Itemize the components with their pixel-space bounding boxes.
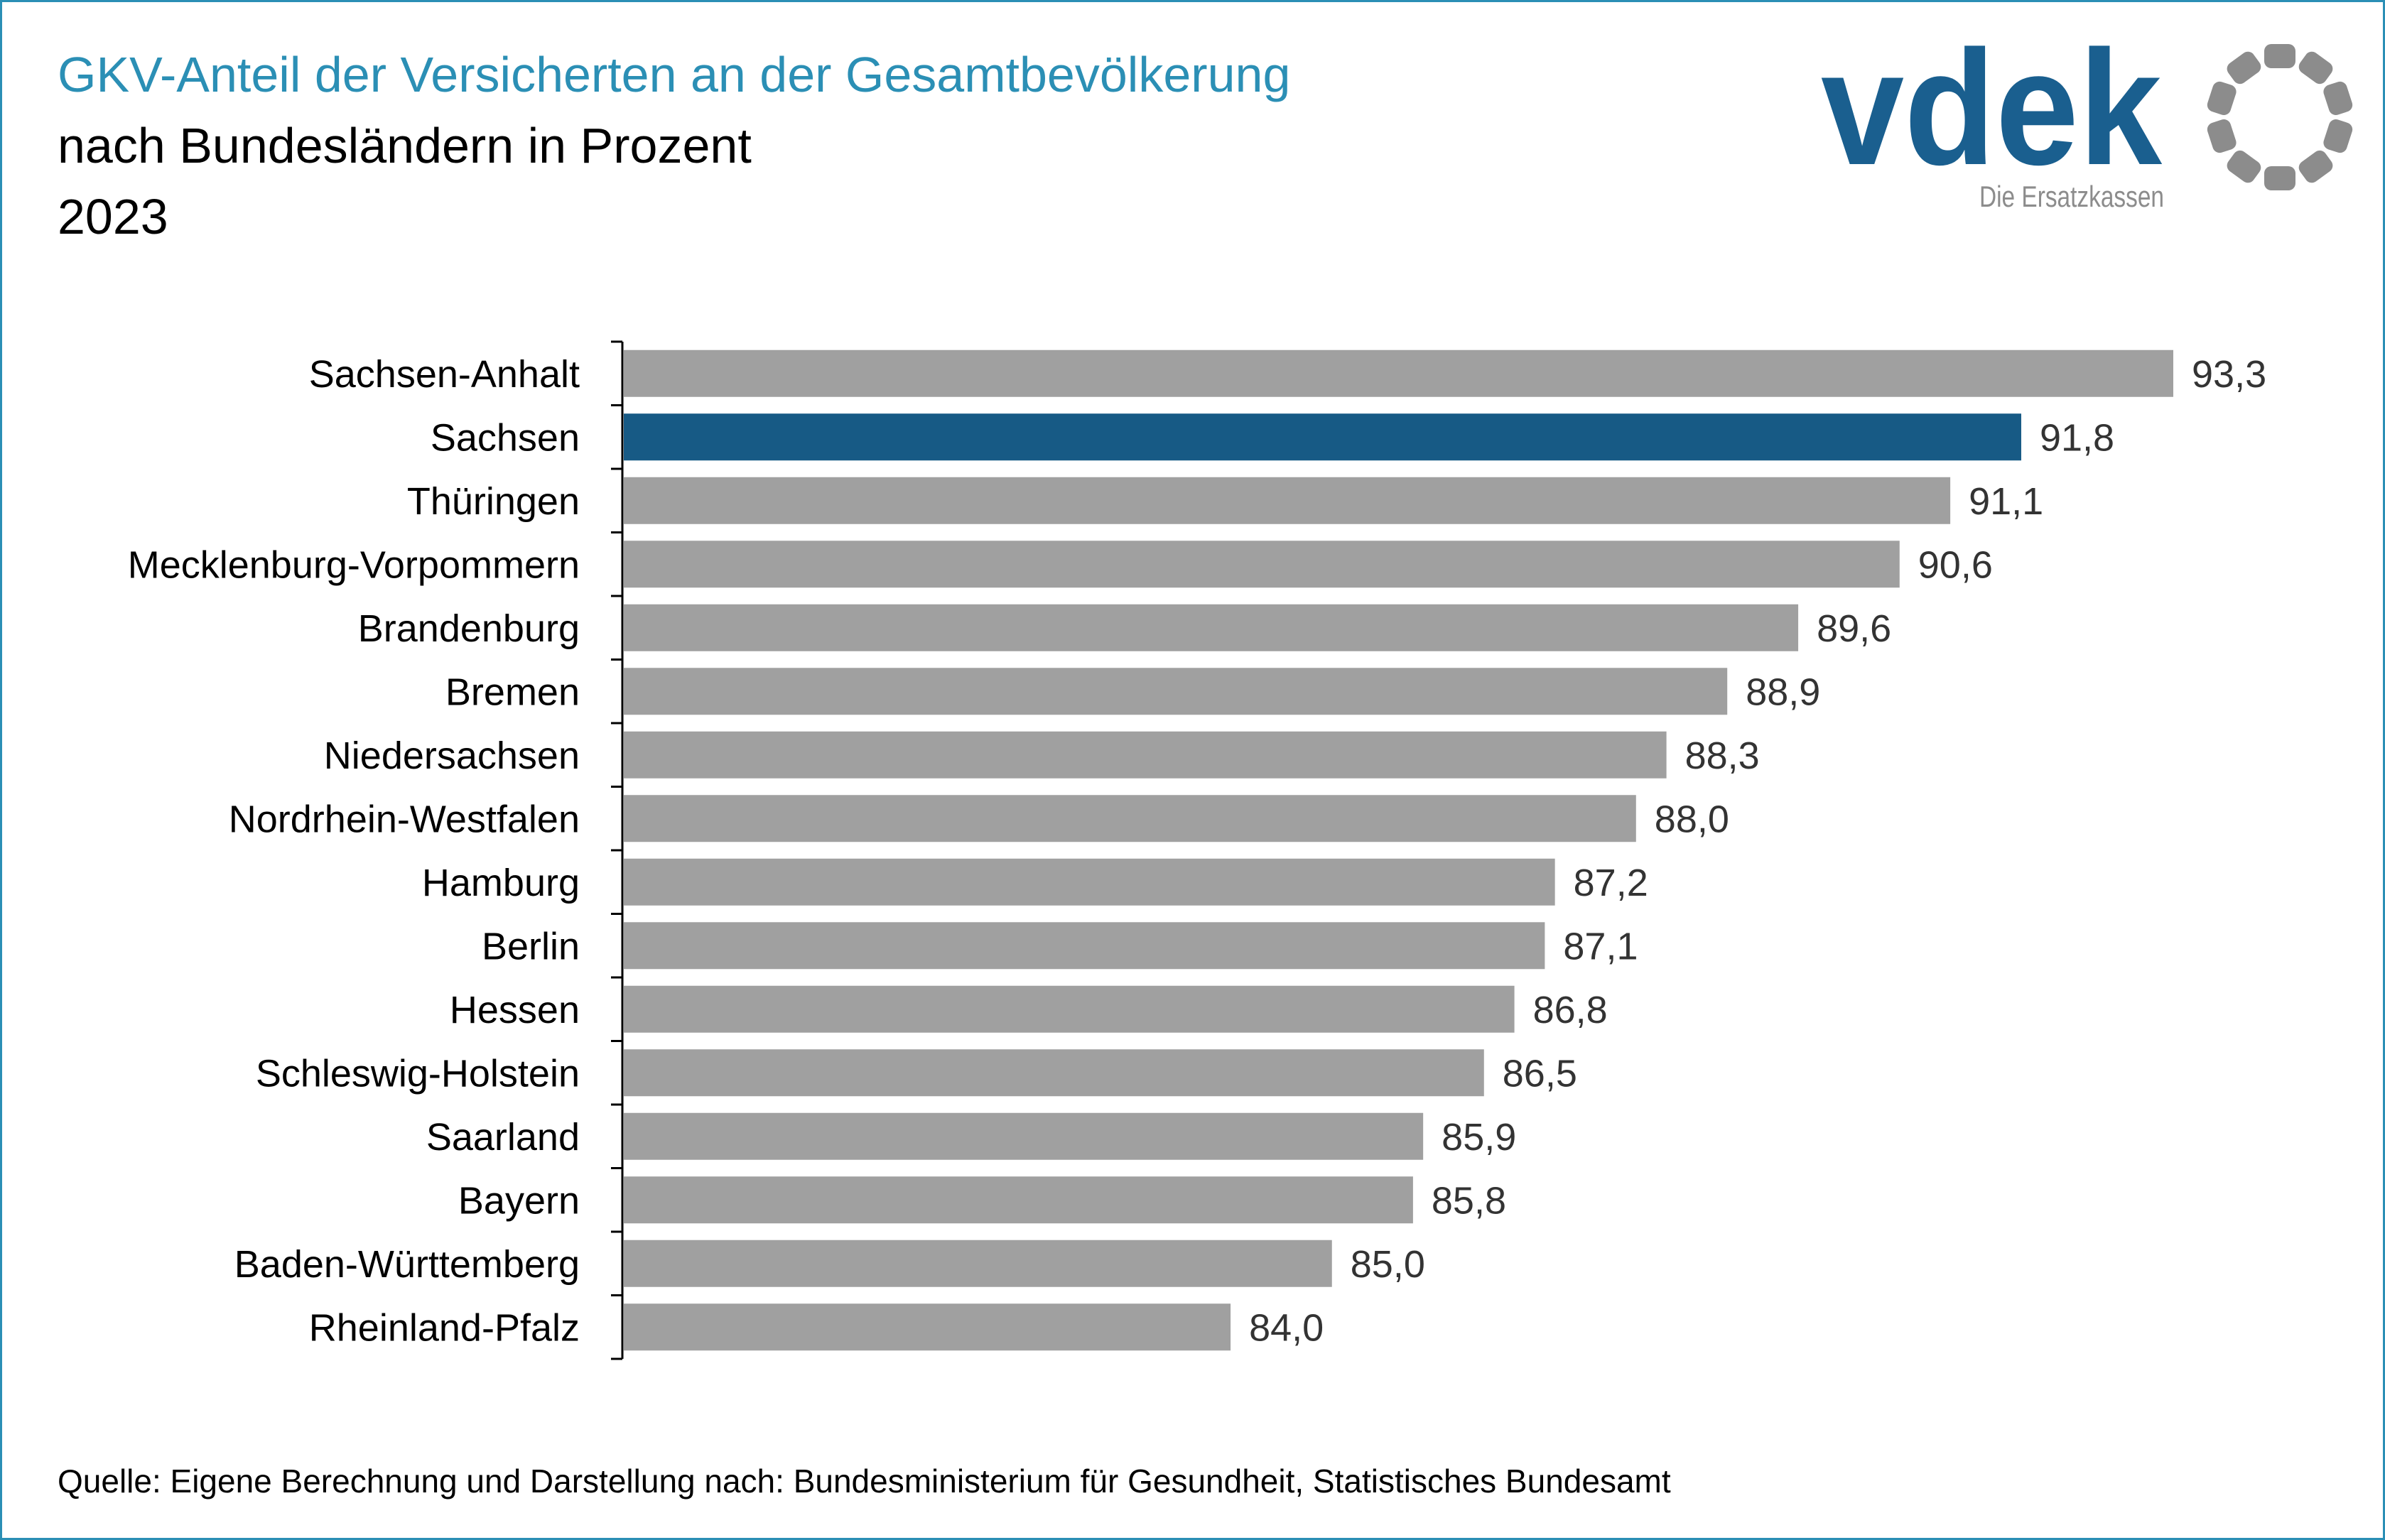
value-label: 88,3 (1685, 734, 1760, 777)
logo-ring-segment (2227, 150, 2261, 183)
vdek-logo: vdek Die Ersatzkassen (1821, 31, 2353, 213)
value-label: 90,6 (1918, 543, 1993, 586)
logo-ring-segment (2298, 150, 2333, 183)
value-label: 87,1 (1563, 925, 1638, 967)
category-label: Thüringen (407, 480, 580, 523)
value-label: 84,0 (1249, 1306, 1324, 1349)
value-label: 86,8 (1533, 989, 1608, 1031)
category-label: Brandenburg (358, 607, 580, 650)
category-label: Sachsen (431, 416, 580, 459)
bar (624, 604, 1799, 651)
bar (624, 858, 1555, 906)
source-note: Quelle: Eigene Berechnung und Darstellun… (58, 1463, 1671, 1500)
bar (624, 795, 1636, 842)
value-label: 87,2 (1574, 862, 1648, 904)
title-block: GKV-Anteil der Versicherten an der Gesam… (58, 39, 1290, 252)
category-label: Sachsen-Anhalt (309, 353, 580, 396)
logo-ring-icon (2207, 44, 2353, 190)
category-label: Saarland (426, 1116, 580, 1159)
bar (624, 477, 1951, 524)
bar-chart: Sachsen-Anhalt Sachsen Thüringen Mecklenbur… (128, 340, 2266, 1360)
bar (624, 731, 1667, 779)
category-label: Berlin (482, 925, 580, 967)
value-label: 89,6 (1817, 607, 1891, 650)
y-axis (611, 340, 624, 1360)
value-label: 85,0 (1351, 1243, 1425, 1286)
logo-wordmark: vdek (1821, 31, 2163, 199)
category-label: Hessen (450, 989, 580, 1031)
category-label: Nordrhein-Westfalen (229, 798, 580, 840)
logo-ring-segment (2227, 51, 2261, 85)
logo-ring-segment (2264, 166, 2295, 190)
bar (624, 1112, 1424, 1160)
chart-subtitle: nach Bundesländern in Prozent (58, 118, 752, 173)
category-label: Hamburg (422, 862, 580, 904)
category-label: Schleswig-Holstein (256, 1052, 580, 1095)
value-label: 85,8 (1432, 1179, 1506, 1222)
logo-ring-segment (2323, 119, 2353, 153)
value-label: 88,9 (1746, 671, 1820, 713)
value-label: 85,9 (1442, 1116, 1516, 1159)
bars (624, 349, 2173, 1351)
bar (624, 541, 1900, 588)
category-label: Baden-Württemberg (234, 1243, 580, 1286)
bar (624, 1176, 1413, 1224)
logo-ring-segment (2264, 44, 2295, 68)
logo-tagline: Die Ersatzkassen (1979, 180, 2164, 213)
category-label: Bayern (458, 1179, 580, 1222)
bar (624, 413, 2021, 461)
value-label: 86,5 (1503, 1052, 1577, 1095)
logo-ring-segment (2298, 51, 2333, 85)
bar (624, 1049, 1484, 1097)
bar (624, 1303, 1231, 1351)
category-label: Rheinland-Pfalz (309, 1306, 580, 1349)
category-labels: Sachsen-Anhalt Sachsen Thüringen Mecklenbur… (128, 353, 580, 1350)
bar (624, 349, 2173, 397)
value-label: 91,1 (1969, 480, 2043, 523)
value-label: 91,8 (2040, 416, 2114, 459)
logo-ring-segment (2207, 81, 2237, 116)
bar (624, 668, 1728, 715)
logo-ring-segment (2207, 119, 2237, 153)
value-label: 88,0 (1655, 798, 1729, 840)
bar (624, 985, 1515, 1033)
bar (624, 1240, 1332, 1287)
chart-year: 2023 (58, 189, 168, 244)
category-label: Mecklenburg-Vorpommern (128, 543, 580, 586)
logo-ring-segment (2323, 81, 2353, 116)
category-label: Niedersachsen (324, 734, 580, 777)
bar (624, 922, 1545, 970)
value-label: 93,3 (2192, 353, 2266, 396)
category-label: Bremen (445, 671, 580, 713)
value-labels: 93,3 91,8 91,1 90,6 89,6 88,9 88,3 88,087,2 87,1… (1249, 353, 2266, 1350)
chart-title: GKV-Anteil der Versicherten an der Gesam… (58, 47, 1291, 102)
